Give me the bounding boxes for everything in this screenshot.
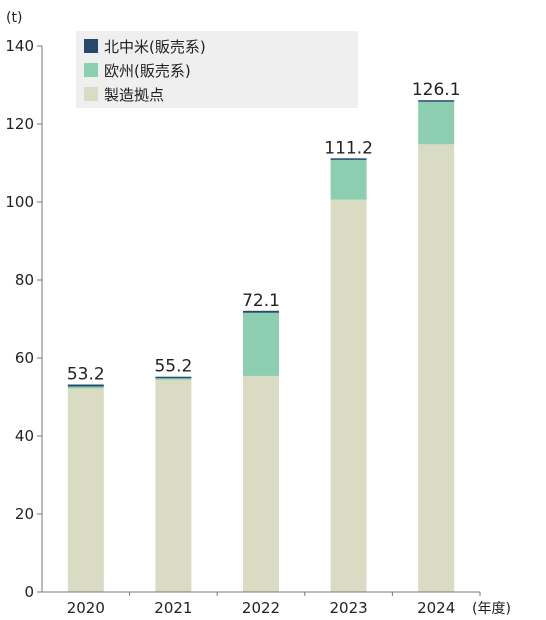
bar-total-label: 111.2 bbox=[324, 138, 373, 158]
y-tick-label: 40 bbox=[15, 427, 34, 445]
bar-segment-series-2 bbox=[330, 158, 367, 160]
x-tick-label: 2020 bbox=[67, 599, 105, 617]
legend-entry-label: 製造拠点 bbox=[104, 86, 164, 104]
bar-segment-series-1 bbox=[330, 159, 367, 200]
bar-total-label: 55.2 bbox=[154, 357, 192, 377]
y-tick-label: 20 bbox=[15, 505, 34, 523]
bar-segment-series-0 bbox=[243, 375, 279, 592]
legend-background bbox=[76, 31, 358, 108]
bar-segment-series-0 bbox=[67, 388, 104, 592]
y-tick-label: 100 bbox=[5, 193, 34, 211]
bar-segment-series-2 bbox=[67, 384, 104, 387]
legend-swatch bbox=[84, 39, 98, 53]
legend-entry-label: 北中米(販売系) bbox=[104, 38, 206, 56]
y-tick-label: 120 bbox=[5, 115, 34, 133]
x-tick-label: 2024 bbox=[417, 599, 455, 617]
bar-segment-series-0 bbox=[418, 144, 455, 592]
bar-total-label: 72.1 bbox=[242, 291, 280, 311]
y-tick-label: 60 bbox=[15, 349, 34, 367]
bar-segment-series-1 bbox=[243, 312, 279, 376]
x-tick-label: 2021 bbox=[154, 599, 192, 617]
legend-swatch bbox=[84, 63, 98, 77]
bars-group bbox=[67, 100, 455, 592]
bar-segment-series-1 bbox=[155, 378, 192, 380]
x-axis: 2020 2021 2022 2023 2024 bbox=[42, 591, 481, 617]
x-axis-unit-label: (年度) bbox=[472, 601, 511, 617]
y-tick-label: 140 bbox=[5, 37, 34, 55]
bar-total-label: 53.2 bbox=[67, 365, 105, 385]
bar-segment-series-0 bbox=[155, 379, 192, 592]
total-labels-group: 53.2 55.2 72.1 111.2 126.1 bbox=[67, 80, 461, 384]
bar-segment-series-2 bbox=[243, 310, 279, 313]
y-tick-label: 80 bbox=[15, 271, 34, 289]
bar-segment-series-2 bbox=[155, 376, 192, 379]
legend-swatch bbox=[84, 87, 98, 101]
bar-segment-series-1 bbox=[67, 386, 104, 389]
bar-segment-series-0 bbox=[330, 199, 367, 592]
y-axis-unit-label: (t) bbox=[6, 10, 22, 26]
y-tick-label: 0 bbox=[24, 583, 34, 601]
bar-segment-series-2 bbox=[418, 100, 455, 102]
legend-entry-label: 欧州(販売系) bbox=[104, 62, 191, 80]
bar-segment-series-1 bbox=[418, 101, 455, 145]
x-tick-label: 2023 bbox=[330, 599, 368, 617]
legend: 北中米(販売系) 欧州(販売系) 製造拠点 bbox=[76, 31, 358, 108]
y-axis: 0 20 40 60 80 100 120 140 bbox=[5, 37, 43, 601]
x-tick-label: 2022 bbox=[242, 599, 280, 617]
bar-total-label: 126.1 bbox=[412, 80, 461, 100]
